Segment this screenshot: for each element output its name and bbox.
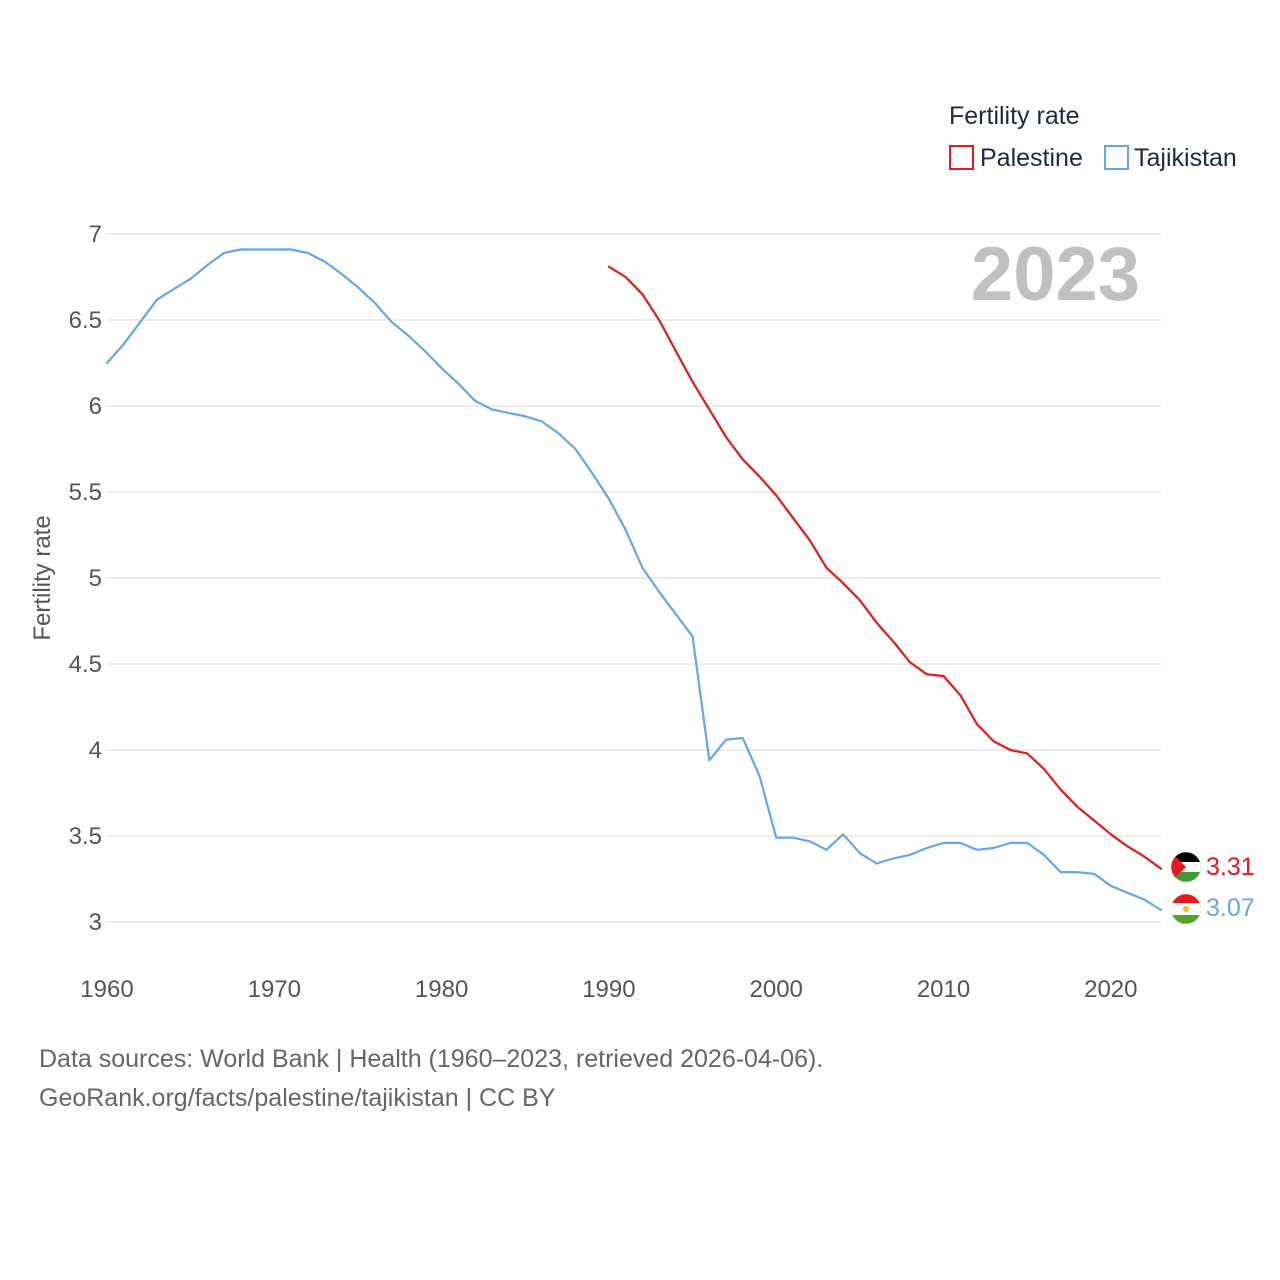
legend-item-tajikistan[interactable]: Tajikistan xyxy=(1104,144,1237,172)
legend-swatch-palestine xyxy=(949,145,974,170)
x-tick-label-1990: 1990 xyxy=(582,976,635,1003)
y-tick-label-5: 5 xyxy=(89,565,102,592)
y-tick-label-5-5: 5.5 xyxy=(69,479,102,506)
y-tick-label-4: 4 xyxy=(89,737,102,764)
x-axis-ticks: 1960 1970 1980 1990 2000 2010 2020 xyxy=(80,976,1137,1003)
x-tick-label-2010: 2010 xyxy=(917,976,970,1003)
y-tick-label-6-5: 6.5 xyxy=(69,307,102,334)
y-tick-label-3: 3 xyxy=(89,909,102,936)
y-axis-ticks: 3 3.5 4 4.5 5 5.5 6 6.5 7 xyxy=(69,221,102,936)
legend-label-palestine: Palestine xyxy=(980,144,1083,172)
series-lines xyxy=(105,248,1163,912)
gridlines xyxy=(107,233,1161,923)
end-value-label-palestine: 3.31 xyxy=(1206,853,1255,881)
palestine-flag-icon xyxy=(1171,852,1201,882)
x-tick-label-1970: 1970 xyxy=(248,976,301,1003)
footer-attribution: GeoRank.org/facts/palestine/tajikistan |… xyxy=(39,1084,556,1112)
y-tick-label-4-5: 4.5 xyxy=(69,651,102,678)
x-tick-label-1960: 1960 xyxy=(80,976,133,1003)
legend-label-tajikistan: Tajikistan xyxy=(1134,144,1237,172)
x-tick-label-1980: 1980 xyxy=(415,976,468,1003)
series-line-palestine xyxy=(607,265,1163,870)
tajikistan-flag-icon xyxy=(1171,894,1201,924)
legend-title: Fertility rate xyxy=(949,102,1080,130)
legend-item-palestine[interactable]: Palestine xyxy=(949,144,1083,172)
x-tick-label-2020: 2020 xyxy=(1084,976,1137,1003)
current-year-label: 2023 xyxy=(971,232,1140,317)
y-tick-label-6: 6 xyxy=(89,393,102,420)
x-tick-label-2000: 2000 xyxy=(750,976,803,1003)
y-tick-label-7: 7 xyxy=(89,221,102,248)
series-line-tajikistan xyxy=(105,248,1163,912)
y-axis-title: Fertility rate xyxy=(29,515,56,640)
footer-sources: Data sources: World Bank | Health (1960–… xyxy=(39,1045,824,1073)
end-value-label-tajikistan: 3.07 xyxy=(1206,894,1255,922)
y-tick-label-3-5: 3.5 xyxy=(69,823,102,850)
legend: Fertility rate Palestine Tajikistan xyxy=(949,102,1237,172)
legend-swatch-tajikistan xyxy=(1104,145,1129,170)
